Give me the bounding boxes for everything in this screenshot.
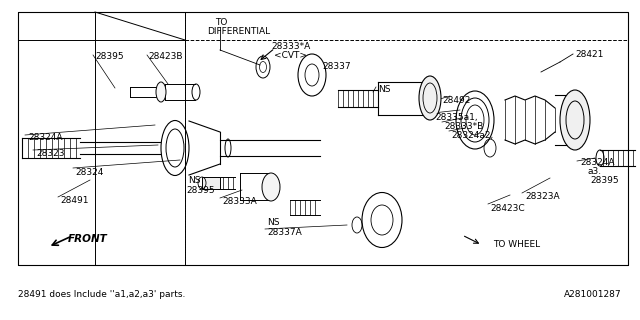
Text: 28324a2,: 28324a2, (451, 131, 493, 140)
Text: 28337A: 28337A (267, 228, 301, 237)
Ellipse shape (156, 82, 166, 102)
Text: 28395: 28395 (590, 176, 619, 185)
Text: 28492: 28492 (442, 96, 470, 105)
Text: TO: TO (215, 18, 227, 27)
Ellipse shape (560, 90, 590, 150)
Text: <CVT>: <CVT> (274, 51, 307, 60)
Text: 28423B: 28423B (148, 52, 182, 61)
Text: 28335a1,: 28335a1, (435, 113, 477, 122)
Text: 28491: 28491 (60, 196, 88, 205)
Text: 28395: 28395 (95, 52, 124, 61)
Ellipse shape (262, 173, 280, 201)
Text: NS: NS (267, 218, 280, 227)
Text: A281001287: A281001287 (564, 290, 622, 299)
Text: 28395: 28395 (186, 186, 214, 195)
Text: 28324A: 28324A (580, 158, 614, 167)
Text: 28324A: 28324A (28, 133, 63, 142)
Text: NS: NS (188, 176, 200, 185)
Text: 28423C: 28423C (490, 204, 525, 213)
Text: FRONT: FRONT (68, 234, 108, 244)
Bar (202, 177, 220, 189)
Ellipse shape (419, 76, 441, 120)
Text: 28324: 28324 (75, 168, 104, 177)
Text: 28337: 28337 (322, 62, 351, 71)
Text: 28333A: 28333A (222, 197, 257, 206)
Text: DIFFERENTIAL: DIFFERENTIAL (207, 27, 270, 36)
Text: a3.: a3. (588, 167, 602, 176)
Text: 28333*A: 28333*A (271, 42, 310, 51)
Text: 28491 does Include ''a1,a2,a3' parts.: 28491 does Include ''a1,a2,a3' parts. (18, 290, 186, 299)
Text: 28323: 28323 (36, 149, 65, 158)
Text: 28421: 28421 (575, 50, 604, 59)
Text: 28333*B: 28333*B (444, 122, 483, 131)
Text: TO WHEEL: TO WHEEL (493, 240, 540, 249)
Text: NS: NS (378, 85, 390, 94)
Text: 28323A: 28323A (525, 192, 559, 201)
